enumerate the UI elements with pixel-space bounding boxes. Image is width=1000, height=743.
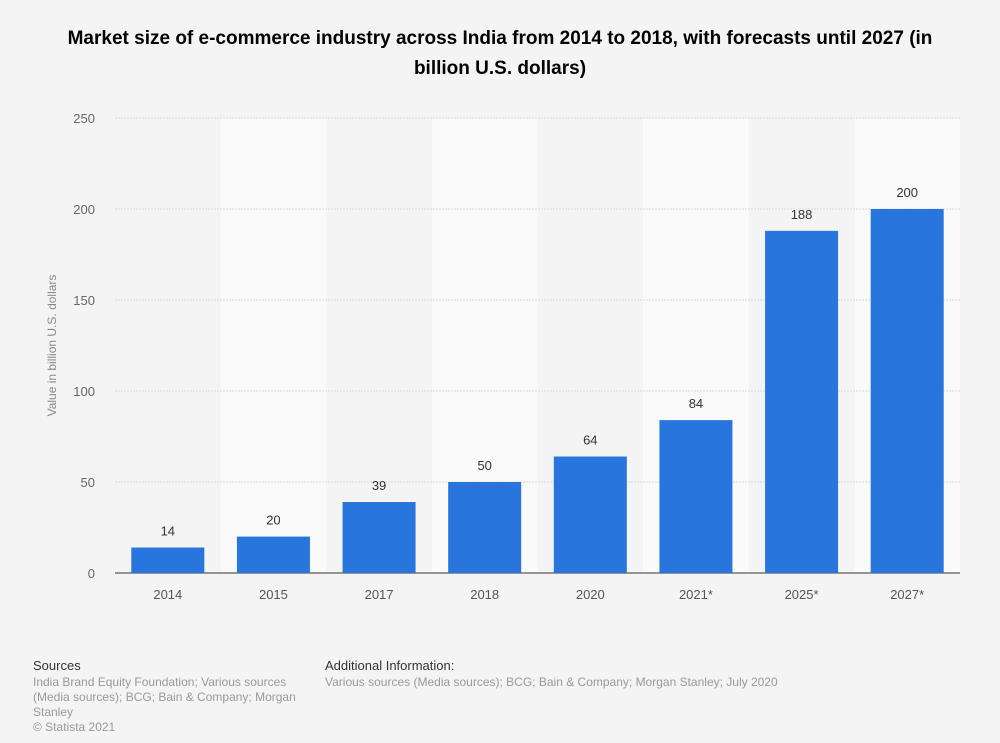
additional-info-heading: Additional Information: [325,658,455,673]
data-label: 200 [896,185,918,200]
bar [553,456,627,573]
bar [765,230,839,573]
additional-info-text: Various sources (Media sources); BCG; Ba… [325,675,778,689]
y-tick-label: 200 [73,202,95,217]
y-axis-label: Value in billion U.S. dollars [45,275,59,417]
data-label: 188 [791,207,813,222]
data-label: 64 [583,433,597,448]
copyright[interactable]: © Statista 2021 [33,720,116,734]
x-tick-label: 2027* [890,587,924,602]
data-label: 39 [372,478,386,493]
y-tick-label: 250 [73,111,95,126]
x-tick-label: 2014 [153,587,182,602]
data-label: 20 [266,513,280,528]
y-tick-label: 50 [81,475,95,490]
bar [448,482,522,573]
bar [131,547,205,573]
chart-title: Market size of e-commerce industry acros… [67,28,933,79]
bar [870,209,944,573]
additional-info-section: Additional Information: Various sources … [325,658,925,690]
sources-text: India Brand Equity Foundation; Various s… [33,675,296,719]
sources-section: Sources India Brand Equity Foundation; V… [33,658,303,735]
y-tick-label: 100 [73,384,95,399]
bar [236,536,310,573]
y-tick-label: 150 [73,293,95,308]
x-tick-label: 2020 [576,587,605,602]
data-label: 14 [161,524,175,539]
bar [342,502,416,573]
bar-chart: 0 50 100 150 200 250 Value in billion U.S. dol… [45,111,960,602]
y-tick-label: 0 [88,566,95,581]
bar [659,420,733,573]
data-label: 50 [477,458,491,473]
background-band [220,118,327,573]
x-tick-label: 2025* [785,587,819,602]
sources-heading: Sources [33,658,81,673]
x-tick-label: 2015 [259,587,288,602]
x-tick-label: 2017 [365,587,394,602]
x-tick-label: 2021* [679,587,713,602]
data-label: 84 [689,396,703,411]
x-tick-label: 2018 [470,587,499,602]
